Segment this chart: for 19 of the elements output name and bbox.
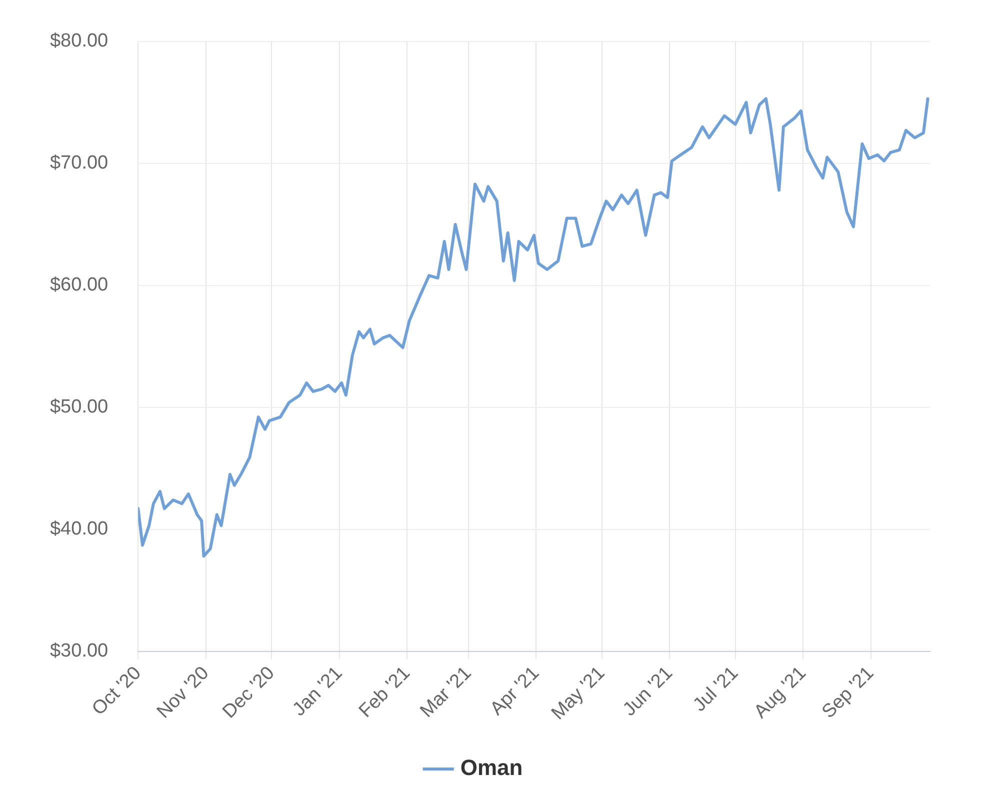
- y-tick-label: $70.00: [50, 152, 108, 174]
- x-tick-label: Aug '21: [750, 662, 810, 723]
- x-tick-label: Oct '20: [88, 662, 146, 720]
- legend-label: Oman: [460, 755, 523, 780]
- x-tick-label: Jan '21: [288, 662, 347, 720]
- x-tick-label: Jul '21: [689, 662, 743, 716]
- x-tick-label: Nov '20: [153, 662, 214, 723]
- x-tick-label: Apr '21: [486, 662, 544, 720]
- y-tick-label: $50.00: [50, 396, 108, 418]
- x-tick-label: May '21: [548, 662, 610, 724]
- x-tick-label: Sep '21: [818, 662, 878, 723]
- x-tick-label: Dec '20: [218, 662, 279, 723]
- y-tick-label: $80.00: [50, 30, 108, 52]
- x-tick-label: Mar '21: [416, 662, 476, 722]
- x-tick-label: Feb '21: [355, 662, 414, 722]
- x-tick-label: Jun '21: [619, 662, 677, 720]
- y-tick-label: $60.00: [50, 274, 108, 296]
- y-tick-label: $40.00: [50, 518, 108, 540]
- y-tick-label: $30.00: [50, 640, 108, 662]
